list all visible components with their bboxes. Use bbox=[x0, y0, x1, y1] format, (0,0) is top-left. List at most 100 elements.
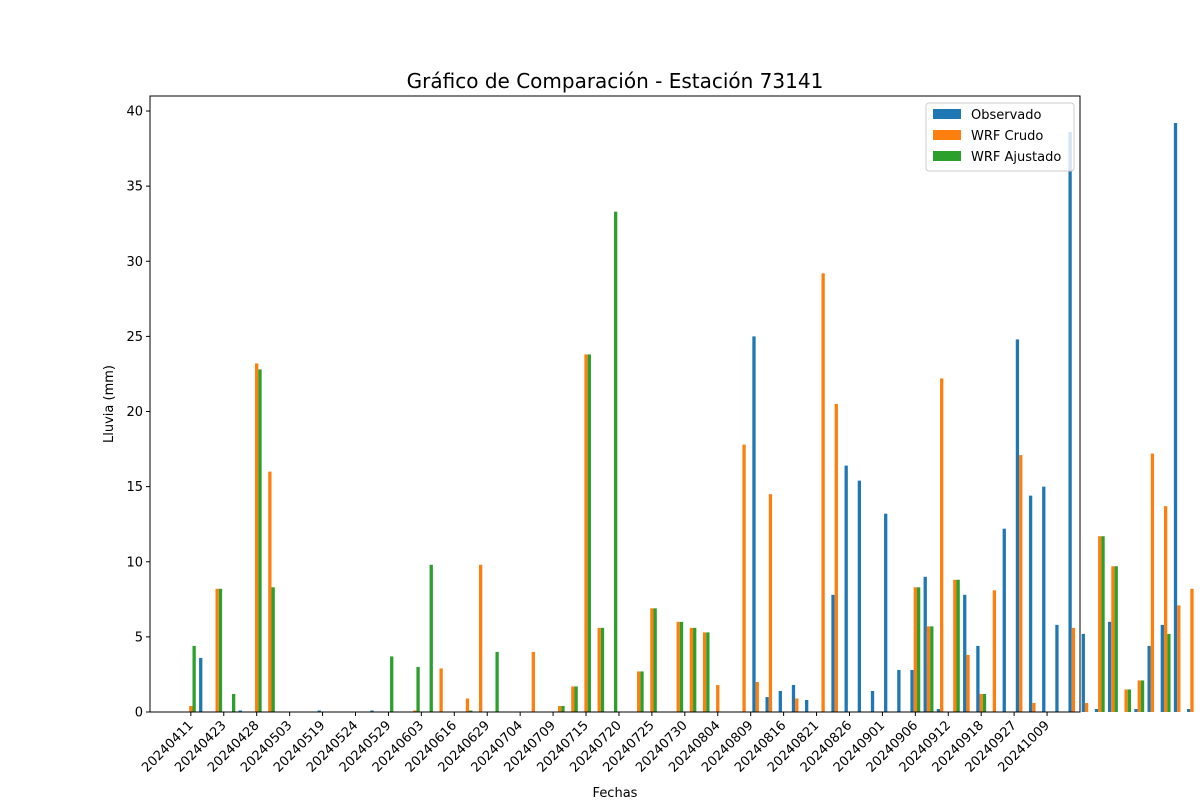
bar-wrf-crudo bbox=[597, 627, 601, 712]
bar-observado bbox=[936, 709, 941, 712]
bars-layer bbox=[189, 123, 1194, 713]
legend-label-observado: Observado bbox=[971, 108, 1042, 123]
bar-wrf-crudo bbox=[255, 363, 259, 712]
y-tick-label: 15 bbox=[126, 480, 143, 495]
bar-wrf-crudo bbox=[413, 710, 417, 712]
bar-wrf-crudo bbox=[215, 588, 219, 712]
bar-observado bbox=[831, 594, 835, 712]
bar-wrf-ajustado bbox=[930, 626, 934, 712]
bar-wrf-crudo bbox=[558, 705, 562, 712]
bar-wrf-crudo bbox=[1177, 605, 1181, 712]
bar-wrf-ajustado bbox=[416, 666, 420, 712]
bar-observado bbox=[1160, 624, 1164, 712]
bar-wrf-crudo bbox=[1032, 702, 1036, 712]
bar-wrf-ajustado bbox=[192, 645, 196, 712]
bar-observado bbox=[884, 513, 888, 712]
bar-wrf-ajustado bbox=[1167, 633, 1171, 712]
y-tick-label: 30 bbox=[126, 255, 143, 270]
chart-title: Gráfico de Comparación - Estación 73141 bbox=[407, 69, 824, 93]
bar-wrf-ajustado bbox=[574, 686, 578, 712]
legend-box bbox=[925, 102, 1075, 172]
bar-observado bbox=[1081, 633, 1085, 712]
bar-observado bbox=[238, 710, 242, 712]
bar-observado bbox=[923, 576, 927, 712]
y-tick-label: 0 bbox=[135, 706, 143, 721]
bar-observado bbox=[1028, 495, 1033, 712]
bar-wrf-crudo bbox=[571, 686, 575, 712]
y-axis-label: Lluvia (mm) bbox=[102, 365, 117, 443]
bar-observado bbox=[844, 465, 848, 712]
y-tick-label: 25 bbox=[126, 330, 143, 345]
y-tick-label: 5 bbox=[135, 630, 143, 645]
bar-observado bbox=[1094, 709, 1099, 712]
legend-swatch-wrf-ajustado bbox=[933, 151, 961, 161]
bar-wrf-crudo bbox=[1190, 588, 1194, 712]
bar-observado bbox=[1068, 132, 1072, 712]
bar-wrf-crudo bbox=[755, 681, 759, 712]
bar-observado bbox=[1042, 486, 1046, 712]
y-tick-label: 35 bbox=[126, 180, 143, 195]
bar-wrf-crudo bbox=[821, 273, 825, 712]
bar-wrf-crudo bbox=[1098, 536, 1102, 712]
bar-observado bbox=[870, 690, 875, 712]
legend-swatch-observado bbox=[933, 109, 961, 119]
bar-wrf-crudo bbox=[953, 579, 957, 712]
bar-wrf-crudo bbox=[940, 378, 944, 712]
bar-wrf-crudo bbox=[1124, 689, 1128, 712]
bar-wrf-crudo bbox=[465, 698, 470, 712]
bar-wrf-ajustado bbox=[1140, 680, 1145, 712]
bar-observado bbox=[778, 690, 782, 712]
bar-wrf-ajustado bbox=[390, 656, 394, 712]
bar-wrf-ajustado bbox=[679, 621, 684, 712]
bar-wrf-crudo bbox=[268, 471, 272, 712]
bar-observado bbox=[1015, 339, 1020, 712]
legend-swatch-wrf-crudo bbox=[933, 130, 961, 140]
y-tick-label: 40 bbox=[126, 105, 143, 120]
bar-wrf-ajustado bbox=[258, 369, 262, 712]
bar-wrf-ajustado bbox=[653, 608, 657, 712]
bar-wrf-ajustado bbox=[982, 693, 987, 712]
bar-wrf-crudo bbox=[478, 564, 483, 712]
bar-observado bbox=[199, 657, 203, 712]
bar-observado bbox=[976, 645, 980, 712]
bar-observado bbox=[910, 669, 914, 712]
bar-observado bbox=[370, 710, 374, 712]
bar-wrf-ajustado bbox=[916, 587, 921, 712]
bar-wrf-crudo bbox=[676, 621, 680, 712]
bar-wrf-crudo bbox=[979, 693, 983, 712]
bar-wrf-crudo bbox=[1163, 506, 1168, 712]
bar-observado bbox=[805, 699, 809, 712]
bar-wrf-ajustado bbox=[640, 671, 644, 712]
bar-wrf-ajustado bbox=[956, 579, 960, 712]
legend: Observado WRF Crudo WRF Ajustado bbox=[925, 102, 1075, 172]
bar-wrf-crudo bbox=[834, 404, 838, 712]
y-axis-ticks: 0 5 10 15 20 25 30 35 40 bbox=[126, 105, 150, 721]
bar-wrf-crudo bbox=[531, 651, 535, 712]
bar-wrf-crudo bbox=[584, 354, 588, 712]
bar-wrf-ajustado bbox=[706, 632, 710, 712]
bar-observado bbox=[752, 336, 756, 712]
bar-wrf-ajustado bbox=[495, 651, 499, 712]
bar-wrf-crudo bbox=[1071, 627, 1076, 712]
bar-observado bbox=[1187, 709, 1191, 712]
bar-wrf-ajustado bbox=[587, 354, 591, 712]
bar-wrf-crudo bbox=[1150, 453, 1155, 712]
bar-wrf-crudo bbox=[689, 627, 694, 712]
bar-wrf-crudo bbox=[1137, 680, 1141, 712]
bar-wrf-ajustado bbox=[232, 693, 236, 712]
bar-observado bbox=[963, 594, 967, 712]
bar-observado bbox=[1055, 624, 1059, 712]
bar-wrf-crudo bbox=[650, 608, 654, 712]
bar-wrf-crudo bbox=[716, 684, 720, 712]
bar-wrf-crudo bbox=[189, 705, 193, 712]
bar-observado bbox=[317, 710, 321, 712]
bar-wrf-ajustado bbox=[600, 627, 605, 712]
bar-wrf-crudo bbox=[795, 698, 799, 712]
bar-wrf-crudo bbox=[1019, 455, 1023, 712]
bar-wrf-crudo bbox=[768, 494, 773, 712]
bar-wrf-ajustado bbox=[561, 705, 565, 712]
bar-wrf-ajustado bbox=[271, 587, 275, 712]
bar-observado bbox=[1002, 528, 1006, 712]
bar-observado bbox=[897, 669, 901, 712]
